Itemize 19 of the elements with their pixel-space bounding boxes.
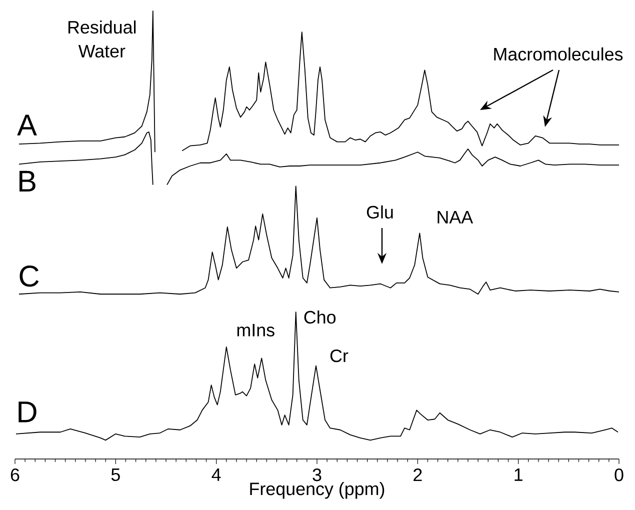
annotation: Cr xyxy=(330,349,348,362)
x-tick-label: 2 xyxy=(414,468,422,482)
x-tick-label: 5 xyxy=(111,468,120,482)
x-tick-label: 6 xyxy=(10,468,20,482)
series-label: C xyxy=(20,266,39,287)
annotation: Residual Water xyxy=(68,20,136,58)
x-tick-label: 4 xyxy=(212,468,221,481)
x-tick-label: 3 xyxy=(312,468,322,482)
series-label: D xyxy=(18,402,36,422)
x-tick-label: 0 xyxy=(614,468,624,482)
annotation: mIns xyxy=(237,324,274,336)
x-tick-label: 1 xyxy=(514,468,522,481)
annotation: Cho xyxy=(304,310,336,324)
series-label: B xyxy=(20,170,36,192)
series-label: A xyxy=(17,114,37,136)
x-axis-title: Frequency (ppm) xyxy=(250,482,384,499)
annotation: Macromolecules xyxy=(494,47,623,61)
annotation: Glu xyxy=(366,205,393,219)
annotation: NAA xyxy=(438,211,474,224)
